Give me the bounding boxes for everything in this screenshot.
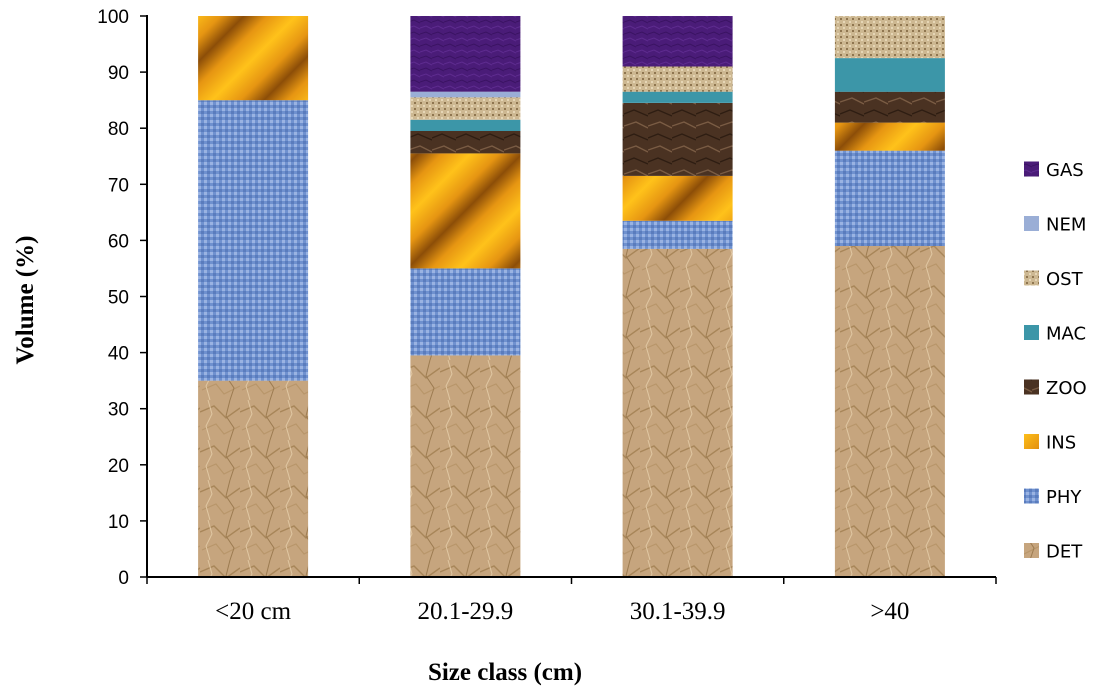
legend-swatch-ost xyxy=(1024,270,1039,286)
legend-label-mac: MAC xyxy=(1046,324,1086,345)
y-tick-label: 30 xyxy=(108,400,129,421)
bar-segment-mac-40 xyxy=(834,58,945,92)
legend-swatch-det xyxy=(1024,543,1039,558)
bar-segment-det-30-1-39-9 xyxy=(622,248,733,578)
x-tick-label-40: >40 xyxy=(870,598,909,625)
bar-segment-ost-20-1-29-9 xyxy=(410,97,521,120)
bar-segment-ins-20-cm xyxy=(198,16,309,101)
bar-segment-zoo-40 xyxy=(834,91,945,123)
bar-segment-mac-20-1-29-9 xyxy=(410,119,521,131)
y-tick-label: 90 xyxy=(108,63,129,84)
bar-segment-det-20-1-29-9 xyxy=(410,355,521,577)
bar-segment-ins-40 xyxy=(834,122,945,151)
y-tick-label: 20 xyxy=(108,456,129,477)
legend-label-ost: OST xyxy=(1046,269,1084,290)
legend-label-phy: PHY xyxy=(1046,487,1082,508)
bar-segment-nem-20-1-29-9 xyxy=(410,91,521,98)
bar-segment-ins-20-1-29-9 xyxy=(410,153,521,269)
bar-segment-phy-20-1-29-9 xyxy=(410,268,521,356)
y-ticks: 0 10 20 30 40 50 60 70 80 90 100 xyxy=(97,7,147,589)
legend-label-nem: NEM xyxy=(1046,215,1086,236)
legend: GAS NEM OST MAC ZOO INS PHY DET xyxy=(1024,160,1087,563)
bar-segment-ost-40 xyxy=(834,16,945,59)
bar-segment-phy-40 xyxy=(834,150,945,246)
bar-segment-gas-20-1-29-9 xyxy=(410,16,521,92)
y-tick-label: 80 xyxy=(108,119,129,140)
y-tick-label: 70 xyxy=(108,175,129,196)
bar-segment-phy-30-1-39-9 xyxy=(622,220,733,249)
bar-segment-zoo-20-1-29-9 xyxy=(410,131,521,154)
x-tick-label-30-1-39-9: 30.1-39.9 xyxy=(630,598,726,625)
legend-swatch-mac xyxy=(1024,325,1039,340)
bar-segment-mac-30-1-39-9 xyxy=(622,91,733,103)
bars-layer xyxy=(198,16,945,578)
bar-segment-phy-20-cm xyxy=(198,100,309,381)
y-axis-title: Volume (%) xyxy=(12,236,39,365)
x-tick-label-20-cm: <20 cm xyxy=(215,598,291,625)
legend-swatch-nem xyxy=(1024,216,1039,231)
bar-segment-gas-30-1-39-9 xyxy=(622,16,733,67)
legend-swatch-gas xyxy=(1024,161,1039,177)
x-tick-label-20-1-29-9: 20.1-29.9 xyxy=(417,598,513,625)
legend-label-zoo: ZOO xyxy=(1046,378,1087,399)
legend-swatch-ins xyxy=(1024,434,1039,449)
y-tick-label: 40 xyxy=(108,344,129,365)
legend-label-det: DET xyxy=(1046,542,1083,563)
bar-segment-ost-30-1-39-9 xyxy=(622,66,733,92)
y-tick-label: 10 xyxy=(108,512,129,533)
legend-label-ins: INS xyxy=(1046,433,1076,454)
legend-label-gas: GAS xyxy=(1046,160,1084,181)
y-tick-label: 0 xyxy=(118,568,129,589)
x-ticks: <20 cm 20.1-29.9 30.1-39.9 >40 xyxy=(146,577,997,625)
legend-swatch-zoo xyxy=(1024,379,1039,395)
bar-segment-det-20-cm xyxy=(198,380,309,577)
legend-swatch-phy xyxy=(1024,488,1039,504)
bar-segment-zoo-30-1-39-9 xyxy=(622,103,733,176)
y-tick-label: 100 xyxy=(97,7,129,28)
y-tick-label: 50 xyxy=(108,288,129,309)
bar-segment-ins-30-1-39-9 xyxy=(622,175,733,221)
x-axis-title: Size class (cm) xyxy=(428,659,582,686)
y-tick-label: 60 xyxy=(108,231,129,252)
bar-segment-det-40 xyxy=(834,246,945,577)
